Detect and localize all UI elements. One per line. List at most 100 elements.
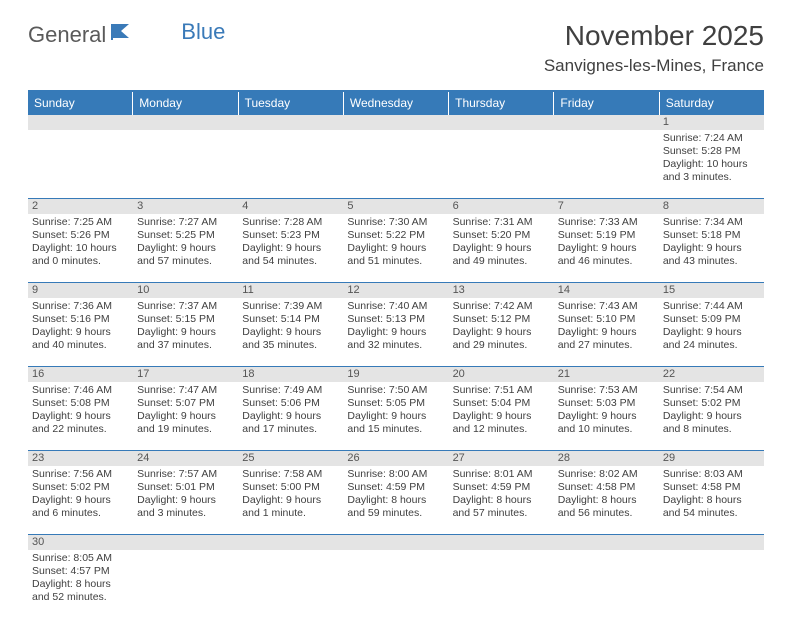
day-number [449,535,554,550]
sunset-line: Sunset: 5:04 PM [453,397,550,410]
weekday-header: Thursday [449,92,554,115]
day-number [133,115,238,130]
sunrise-line: Sunrise: 7:28 AM [242,216,339,229]
day-number: 10 [133,283,238,298]
day-cell: Sunrise: 7:30 AMSunset: 5:22 PMDaylight:… [343,214,448,282]
day-number: 9 [28,283,133,298]
day-cell: Sunrise: 7:58 AMSunset: 5:00 PMDaylight:… [238,466,343,534]
logo: General Blue [28,20,225,50]
logo-text-blue: Blue [181,19,225,45]
daylight-line: Daylight: 8 hours and 56 minutes. [558,494,655,520]
sunset-line: Sunset: 5:25 PM [137,229,234,242]
day-cell: Sunrise: 7:33 AMSunset: 5:19 PMDaylight:… [554,214,659,282]
day-number: 24 [133,451,238,466]
day-number: 8 [659,199,764,214]
sunset-line: Sunset: 5:03 PM [558,397,655,410]
page-header: General Blue November 2025 Sanvignes-les… [0,0,792,84]
sunset-line: Sunset: 5:12 PM [453,313,550,326]
day-cell: Sunrise: 7:44 AMSunset: 5:09 PMDaylight:… [659,298,764,366]
daylight-line: Daylight: 8 hours and 57 minutes. [453,494,550,520]
sunrise-line: Sunrise: 7:58 AM [242,468,339,481]
day-number [449,115,554,130]
day-cell: Sunrise: 8:05 AMSunset: 4:57 PMDaylight:… [28,550,133,618]
sunset-line: Sunset: 5:22 PM [347,229,444,242]
sunset-line: Sunset: 5:01 PM [137,481,234,494]
day-number: 1 [659,115,764,130]
sunrise-line: Sunrise: 7:37 AM [137,300,234,313]
day-cell: Sunrise: 7:51 AMSunset: 5:04 PMDaylight:… [449,382,554,450]
day-cell: Sunrise: 8:01 AMSunset: 4:59 PMDaylight:… [449,466,554,534]
sunrise-line: Sunrise: 7:44 AM [663,300,760,313]
daylight-line: Daylight: 9 hours and 37 minutes. [137,326,234,352]
day-number [133,535,238,550]
day-cell: Sunrise: 7:24 AMSunset: 5:28 PMDaylight:… [659,130,764,198]
logo-text-general: General [28,22,106,48]
weekday-header: Tuesday [239,92,344,115]
weekday-header: Wednesday [344,92,449,115]
sunset-line: Sunset: 4:57 PM [32,565,129,578]
day-cell: Sunrise: 7:49 AMSunset: 5:06 PMDaylight:… [238,382,343,450]
weekday-header-row: SundayMondayTuesdayWednesdayThursdayFrid… [28,92,764,115]
day-number [28,115,133,130]
sunrise-line: Sunrise: 7:46 AM [32,384,129,397]
day-number: 28 [554,451,659,466]
daylight-line: Daylight: 9 hours and 3 minutes. [137,494,234,520]
day-number: 14 [554,283,659,298]
weeks-container: 1Sunrise: 7:24 AMSunset: 5:28 PMDaylight… [28,115,764,618]
day-cell [343,130,448,198]
day-number: 23 [28,451,133,466]
day-cell: Sunrise: 7:43 AMSunset: 5:10 PMDaylight:… [554,298,659,366]
day-cell [238,550,343,618]
day-number: 17 [133,367,238,382]
day-number: 5 [343,199,448,214]
sunrise-line: Sunrise: 7:53 AM [558,384,655,397]
day-number: 29 [659,451,764,466]
week-row: Sunrise: 7:56 AMSunset: 5:02 PMDaylight:… [28,466,764,535]
day-cell [554,130,659,198]
day-cell: Sunrise: 7:28 AMSunset: 5:23 PMDaylight:… [238,214,343,282]
sunrise-line: Sunrise: 8:03 AM [663,468,760,481]
day-cell: Sunrise: 7:25 AMSunset: 5:26 PMDaylight:… [28,214,133,282]
daylight-line: Daylight: 9 hours and 10 minutes. [558,410,655,436]
day-number [343,535,448,550]
sunset-line: Sunset: 4:59 PM [347,481,444,494]
sunset-line: Sunset: 5:19 PM [558,229,655,242]
day-cell: Sunrise: 7:57 AMSunset: 5:01 PMDaylight:… [133,466,238,534]
sunset-line: Sunset: 5:00 PM [242,481,339,494]
sunrise-line: Sunrise: 7:30 AM [347,216,444,229]
daylight-line: Daylight: 9 hours and 1 minute. [242,494,339,520]
day-cell [28,130,133,198]
day-cell [554,550,659,618]
day-cell: Sunrise: 7:34 AMSunset: 5:18 PMDaylight:… [659,214,764,282]
week-row: Sunrise: 8:05 AMSunset: 4:57 PMDaylight:… [28,550,764,618]
daylight-line: Daylight: 9 hours and 22 minutes. [32,410,129,436]
day-number: 27 [449,451,554,466]
sunrise-line: Sunrise: 7:50 AM [347,384,444,397]
day-number-row: 1 [28,115,764,130]
day-number-row: 23242526272829 [28,451,764,466]
sunrise-line: Sunrise: 7:47 AM [137,384,234,397]
day-cell [133,130,238,198]
daylight-line: Daylight: 8 hours and 59 minutes. [347,494,444,520]
day-cell [238,130,343,198]
day-number [659,535,764,550]
sunset-line: Sunset: 5:28 PM [663,145,760,158]
sunset-line: Sunset: 4:59 PM [453,481,550,494]
daylight-line: Daylight: 8 hours and 52 minutes. [32,578,129,604]
sunrise-line: Sunrise: 7:54 AM [663,384,760,397]
day-number-row: 16171819202122 [28,367,764,382]
sunrise-line: Sunrise: 7:34 AM [663,216,760,229]
daylight-line: Daylight: 9 hours and 19 minutes. [137,410,234,436]
sunrise-line: Sunrise: 8:01 AM [453,468,550,481]
sunset-line: Sunset: 5:13 PM [347,313,444,326]
day-cell: Sunrise: 7:46 AMSunset: 5:08 PMDaylight:… [28,382,133,450]
weekday-header: Monday [133,92,238,115]
day-cell [449,130,554,198]
sunset-line: Sunset: 4:58 PM [558,481,655,494]
daylight-line: Daylight: 8 hours and 54 minutes. [663,494,760,520]
sunset-line: Sunset: 5:18 PM [663,229,760,242]
day-number-row: 9101112131415 [28,283,764,298]
sunset-line: Sunset: 5:09 PM [663,313,760,326]
weekday-header: Friday [554,92,659,115]
day-number: 19 [343,367,448,382]
